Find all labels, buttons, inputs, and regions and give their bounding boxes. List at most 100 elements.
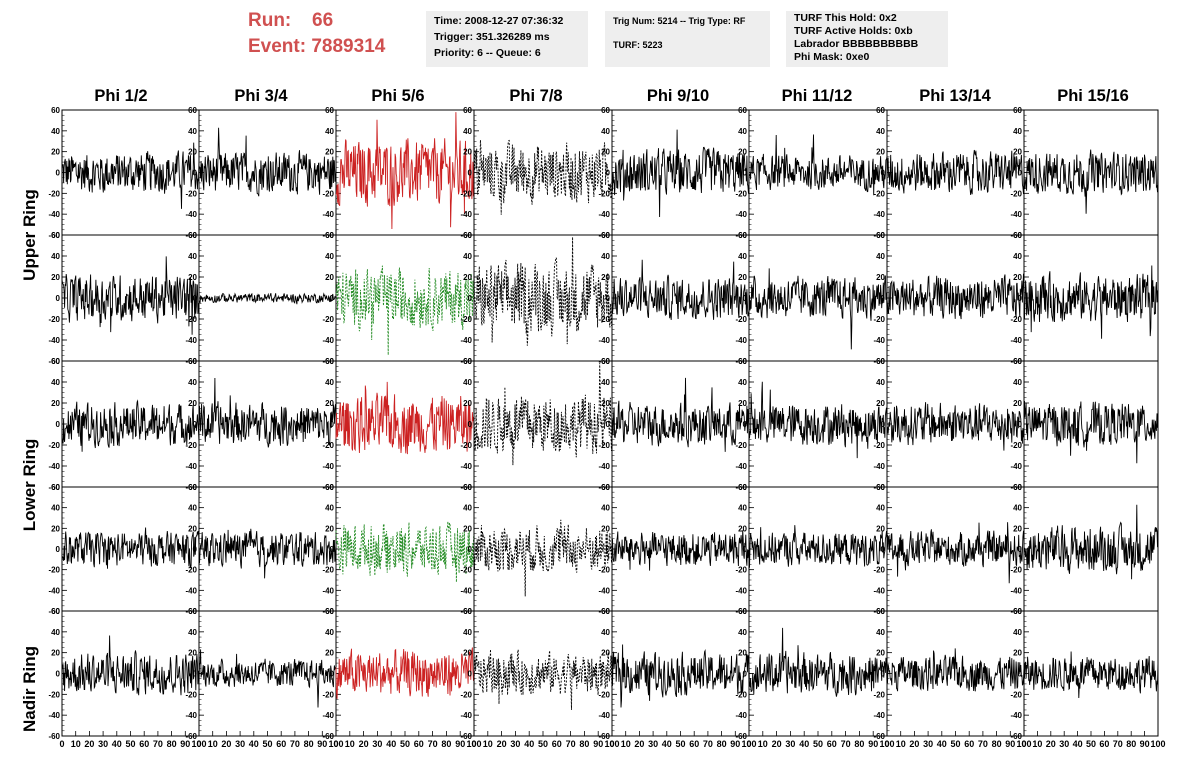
panel-frame (886, 109, 1025, 236)
y-tick-label: 0 (468, 169, 473, 178)
y-tick-label: 0 (468, 670, 473, 679)
x-tick-label: 60 (689, 739, 699, 749)
y-tick-label: 0 (881, 670, 886, 679)
turf-active-line: TURF Active Holds: 0xb (794, 25, 913, 37)
y-tick-label: -60 (48, 607, 60, 616)
y-tick-label: 20 (1013, 399, 1022, 408)
y-tick-label: 0 (468, 420, 473, 429)
y-tick-label: -40 (1010, 711, 1022, 720)
y-tick-label: 20 (463, 649, 472, 658)
y-tick-label: 60 (51, 483, 60, 492)
y-tick-label: 60 (325, 357, 334, 366)
y-tick-label: 20 (876, 273, 885, 282)
x-tick-label: 30 (510, 739, 520, 749)
y-tick-label: 40 (1013, 378, 1022, 387)
y-tick-label: 0 (1018, 670, 1023, 679)
y-tick-label: -40 (1010, 586, 1022, 595)
y-tick-label: 40 (738, 378, 747, 387)
y-tick-label: 60 (51, 106, 60, 115)
y-tick-label: -20 (598, 189, 610, 198)
x-tick-label: 80 (579, 739, 589, 749)
y-tick-label: 60 (325, 231, 334, 240)
x-tick-label: 80 (304, 739, 314, 749)
y-tick-label: 0 (881, 294, 886, 303)
waveform-trace (1023, 265, 1159, 339)
x-tick-label: 20 (909, 739, 919, 749)
y-tick-label: 20 (463, 524, 472, 533)
y-tick-label: -20 (873, 189, 885, 198)
y-tick-label: 0 (881, 420, 886, 429)
y-tick-label: -40 (185, 711, 197, 720)
waveform-trace (473, 649, 613, 710)
col-header-7: Phi 13/14 (919, 87, 991, 105)
y-tick-label: -60 (322, 732, 334, 741)
x-tick-label: 90 (180, 739, 190, 749)
panel-frame (473, 234, 613, 362)
y-tick-label: 60 (51, 231, 60, 240)
y-tick-label: 60 (1013, 357, 1022, 366)
x-tick-label: 10 (71, 739, 81, 749)
x-tick-label: 90 (730, 739, 740, 749)
y-tick-label: 20 (463, 148, 472, 157)
y-tick-label: 40 (463, 504, 472, 513)
x-tick-label: 100 (328, 739, 343, 749)
x-tick-label: 60 (964, 739, 974, 749)
x-tick-label: 70 (978, 739, 988, 749)
y-tick-label: 40 (51, 504, 60, 513)
y-tick-label: 20 (325, 148, 334, 157)
x-tick-label: 0 (196, 739, 201, 749)
waveform-trace (61, 142, 200, 209)
y-tick-label: 60 (1013, 231, 1022, 240)
y-tick-label: -20 (185, 441, 197, 450)
waveform-trace (611, 377, 750, 452)
waveform-trace (611, 129, 750, 218)
y-tick-label: -20 (873, 441, 885, 450)
y-tick-label: 60 (463, 483, 472, 492)
y-tick-label: 0 (193, 545, 198, 554)
y-tick-label: 40 (51, 628, 60, 637)
y-tick-label: -40 (48, 711, 60, 720)
y-tick-label: -20 (185, 690, 197, 699)
y-tick-label: 60 (51, 357, 60, 366)
y-tick-label: 20 (325, 399, 334, 408)
y-tick-label: -40 (460, 210, 472, 219)
y-tick-label: 20 (188, 649, 197, 658)
y-tick-label: 60 (1013, 607, 1022, 616)
y-tick-label: 60 (463, 106, 472, 115)
y-tick-label: 40 (51, 378, 60, 387)
y-tick-label: 40 (738, 504, 747, 513)
y-tick-label: 0 (330, 420, 335, 429)
y-tick-label: 40 (876, 378, 885, 387)
y-tick-label: 20 (463, 273, 472, 282)
y-tick-label: 60 (601, 607, 610, 616)
y-tick-label: -20 (735, 315, 747, 324)
y-tick-label: 60 (876, 607, 885, 616)
x-tick-label: 10 (1032, 739, 1042, 749)
y-tick-label: -40 (48, 210, 60, 219)
y-tick-label: -40 (48, 586, 60, 595)
y-tick-label: -40 (735, 210, 747, 219)
y-tick-label: 0 (330, 670, 335, 679)
y-tick-label: -60 (48, 231, 60, 240)
x-tick-label: 90 (317, 739, 327, 749)
waveform-trace (61, 527, 200, 569)
y-tick-label: 60 (601, 357, 610, 366)
x-tick-label: 50 (400, 739, 410, 749)
y-tick-label: 40 (601, 628, 610, 637)
y-tick-label: 40 (51, 127, 60, 136)
waveform-trace (198, 127, 337, 197)
waveform-trace (335, 647, 475, 699)
y-tick-label: 40 (188, 252, 197, 261)
waveform-trace (61, 399, 200, 452)
panel-frame (748, 109, 888, 236)
turf-info-box: TURF This Hold: 0x2 TURF Active Holds: 0… (786, 11, 948, 67)
waveform-trace (611, 530, 750, 571)
col-header-1: Phi 1/2 (94, 87, 148, 105)
x-tick-label: 80 (1126, 739, 1136, 749)
y-tick-label: 60 (325, 607, 334, 616)
y-tick-label: -40 (322, 711, 334, 720)
col-header-8: Phi 15/16 (1057, 87, 1129, 105)
y-tick-label: -60 (1010, 732, 1022, 741)
y-tick-label: -40 (322, 586, 334, 595)
x-tick-label: 20 (1046, 739, 1056, 749)
